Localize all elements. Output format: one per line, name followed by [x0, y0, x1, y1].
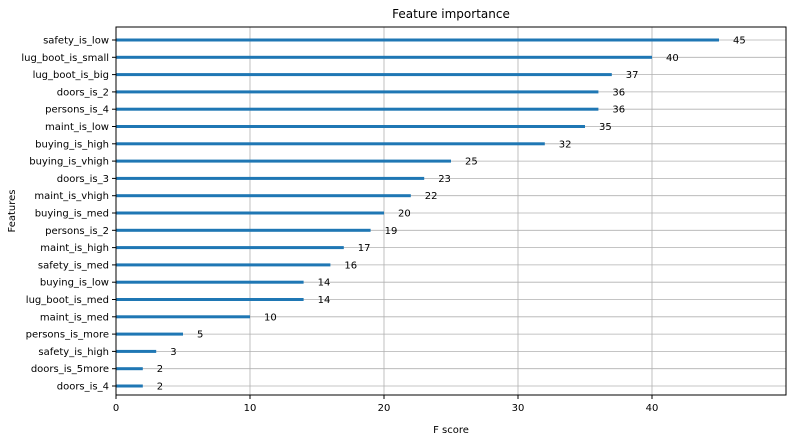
value-label: 20	[398, 209, 411, 220]
bar	[116, 73, 612, 77]
value-label: 25	[465, 157, 478, 168]
chart-title: Feature importance	[392, 7, 510, 21]
bar	[116, 194, 411, 198]
value-label: 14	[318, 295, 331, 306]
category-label: safety_is_med	[38, 260, 109, 271]
category-label: lug_boot_is_small	[21, 53, 109, 64]
value-label: 2	[157, 382, 163, 393]
x-axis-title: F score	[433, 425, 469, 436]
category-label: persons_is_2	[45, 226, 109, 237]
value-label: 32	[559, 139, 572, 150]
category-label: doors_is_4	[57, 382, 109, 393]
x-tick-label: 0	[113, 403, 119, 414]
bar	[116, 176, 425, 180]
bar	[116, 332, 183, 336]
bar	[116, 142, 545, 146]
category-label: buying_is_vhigh	[29, 157, 109, 168]
category-label: doors_is_5more	[31, 364, 109, 375]
bar	[116, 315, 250, 319]
bar	[116, 384, 143, 388]
bar	[116, 246, 344, 250]
bar	[116, 298, 304, 301]
y-axis-title: Features	[7, 190, 18, 233]
x-tick-label: 40	[646, 403, 659, 414]
bar	[116, 263, 331, 267]
category-label: maint_is_vhigh	[34, 191, 109, 202]
value-label: 2	[157, 364, 163, 375]
category-label: maint_is_low	[45, 122, 109, 133]
bar	[116, 211, 384, 215]
plot-area	[116, 27, 786, 395]
plot-frame	[115, 26, 787, 396]
category-labels: safety_is_low lug_boot_is_small lug_boot_i…	[21, 36, 116, 393]
value-label: 40	[666, 53, 679, 64]
category-label: safety_is_low	[43, 36, 109, 47]
value-label: 16	[344, 260, 357, 271]
category-label: buying_is_high	[35, 139, 109, 150]
category-label: lug_boot_is_big	[33, 70, 109, 81]
category-label: maint_is_high	[40, 243, 109, 254]
bar	[116, 125, 585, 128]
bar	[116, 228, 371, 232]
value-label: 22	[425, 191, 438, 202]
value-label: 14	[318, 278, 331, 289]
value-label: 35	[599, 122, 612, 133]
x-tick-label: 10	[244, 403, 257, 414]
value-label: 36	[612, 87, 625, 98]
category-label: buying_is_low	[40, 278, 109, 289]
category-label: persons_is_4	[45, 105, 109, 116]
value-label: 5	[197, 330, 203, 341]
bar	[116, 55, 652, 59]
category-label: persons_is_more	[26, 330, 109, 341]
category-label: maint_is_med	[40, 312, 109, 323]
category-label: safety_is_high	[38, 347, 109, 358]
value-label: 19	[385, 226, 398, 237]
bar	[116, 107, 599, 111]
value-label: 45	[733, 36, 746, 47]
bar	[116, 159, 451, 163]
category-label: doors_is_3	[57, 174, 109, 185]
bar	[116, 349, 157, 353]
x-tick-label: 30	[512, 403, 525, 414]
value-label: 23	[438, 174, 451, 185]
bar	[116, 38, 719, 42]
x-tick-label: 20	[378, 403, 391, 414]
value-label: 10	[264, 312, 277, 323]
category-label: lug_boot_is_med	[26, 295, 109, 306]
category-label: doors_is_2	[57, 87, 109, 98]
value-label: 3	[170, 347, 176, 358]
value-label: 17	[358, 243, 371, 254]
value-label: 37	[626, 70, 639, 81]
bar	[116, 90, 599, 94]
bars	[116, 38, 719, 388]
x-axis-ticks: 0 10 20 30 40	[113, 395, 659, 414]
bar	[116, 367, 143, 371]
category-label: buying_is_med	[35, 209, 109, 220]
value-label: 36	[612, 105, 625, 116]
bar	[116, 280, 304, 284]
